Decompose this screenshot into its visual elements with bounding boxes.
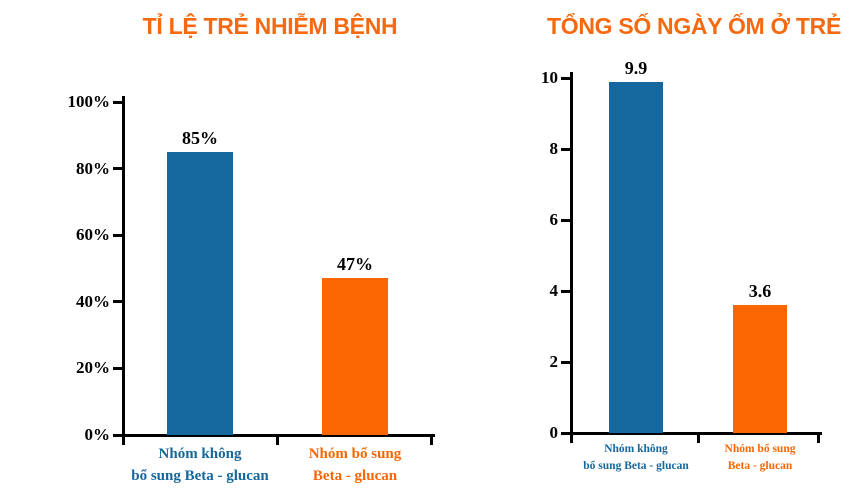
y-tick-label: 4 <box>549 281 559 300</box>
bar-value-label: 47% <box>337 254 373 275</box>
bar-control-group <box>167 151 233 435</box>
y-tick-label: 0% <box>84 425 111 444</box>
x-tick-mark <box>696 434 700 443</box>
category-label-line: Beta - glucan <box>727 460 793 472</box>
y-tick-label: 100% <box>67 92 111 111</box>
category-label-line: Nhóm bổ sung <box>308 446 402 462</box>
y-tick-mark <box>113 233 123 237</box>
x-tick-mark <box>276 436 279 445</box>
y-tick-mark <box>113 433 123 437</box>
bar-control-group <box>609 81 663 433</box>
y-axis-line <box>121 96 125 437</box>
category-label: Nhóm bổ sung Beta - glucan <box>245 443 465 487</box>
y-tick-mark <box>561 147 571 151</box>
y-tick-mark <box>561 360 571 364</box>
y-tick-mark <box>561 218 571 222</box>
bar-beta-glucan-group <box>322 278 388 435</box>
x-tick-mark <box>121 436 125 445</box>
y-tick-label: 40% <box>76 291 110 311</box>
y-tick-mark <box>113 366 123 370</box>
bar-value-label: 9.9 <box>624 57 648 78</box>
category-label-line: Nhóm bổ sung <box>724 443 796 455</box>
y-tick-label: 10 <box>541 68 558 87</box>
y-tick-mark <box>113 300 123 304</box>
y-tick-mark <box>561 431 571 435</box>
y-tick-mark <box>561 76 571 80</box>
y-tick-label: 6 <box>549 210 559 229</box>
category-label: Nhóm bổ sung Beta - glucan <box>650 441 854 475</box>
x-axis-line <box>121 433 435 437</box>
category-label-line: Nhóm không <box>604 443 668 455</box>
y-tick-label: 60% <box>76 225 110 245</box>
y-tick-label: 0 <box>549 423 559 442</box>
category-label-line: bổ sung Beta - glucan <box>131 468 269 484</box>
chart-title-infection-rate: TỈ LỆ TRẺ NHIỄM BỆNH <box>142 13 398 39</box>
category-label-line: Nhóm không <box>158 446 242 462</box>
category-label-line: Beta - glucan <box>312 468 398 484</box>
category-label: Nhóm không bổ sung Beta - glucan <box>90 443 310 487</box>
bar-value-label: 3.6 <box>748 281 772 302</box>
x-tick-mark <box>429 436 433 445</box>
x-axis-line <box>569 431 822 435</box>
y-tick-mark <box>561 289 571 293</box>
y-tick-mark <box>113 167 123 171</box>
x-tick-mark <box>569 434 573 443</box>
x-tick-mark <box>816 434 820 443</box>
y-axis-line <box>569 72 573 435</box>
bar-value-label: 85% <box>182 127 218 148</box>
y-tick-label: 2 <box>549 352 559 371</box>
y-tick-label: 80% <box>76 158 110 178</box>
y-tick-label: 8 <box>549 139 559 158</box>
bar-beta-glucan-group <box>733 305 787 433</box>
y-tick-label: 20% <box>76 358 110 378</box>
chart-title-total-sick-days: TỔNG SỐ NGÀY ỐM Ở TRẺ <box>546 13 842 39</box>
y-tick-mark <box>113 100 123 104</box>
category-label-line: bổ sung Beta - glucan <box>583 460 689 472</box>
category-label: Nhóm không bổ sung Beta - glucan <box>526 441 746 475</box>
